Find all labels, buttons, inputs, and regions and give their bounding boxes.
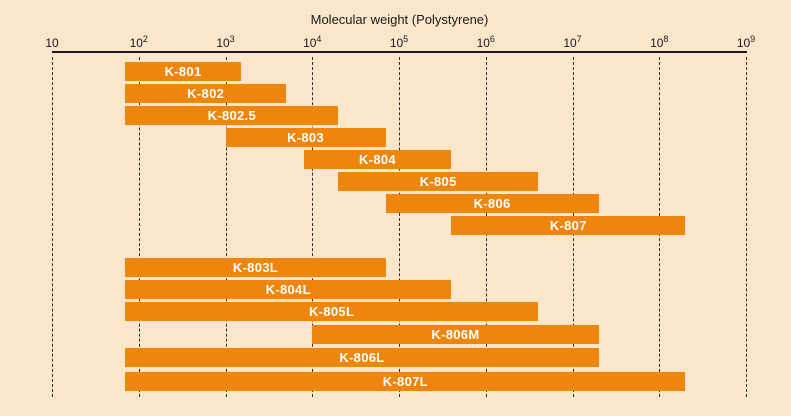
- gridline-1e3: [225, 57, 227, 397]
- x-tick-label-1e2: 102: [129, 34, 148, 51]
- bar-label-k-801: K-801: [164, 64, 202, 79]
- x-tick-label-1e3: 103: [216, 34, 235, 51]
- bar-label-k-807: K-807: [549, 218, 587, 233]
- bar-label-k-802: K-802: [187, 86, 225, 101]
- bar-k-803: K-803: [225, 128, 386, 147]
- bar-label-k-803l: K-803L: [232, 260, 278, 275]
- gridline-1e5: [399, 57, 400, 397]
- gridline-1e2: [138, 57, 140, 397]
- bar-label-k-804: K-804: [359, 152, 396, 167]
- bar-label-k-802.5: K-802.5: [207, 108, 256, 123]
- bar-label-k-805: K-805: [419, 174, 457, 189]
- bar-label-k-806l: K-806L: [339, 350, 385, 365]
- bar-k-805: K-805: [338, 172, 538, 191]
- bar-k-804l: K-804L: [125, 280, 452, 299]
- x-tick-label-1e1: 10: [45, 36, 59, 50]
- chart-title: Molecular weight (Polystyrene): [310, 12, 489, 27]
- x-tick-label-1e6: 106: [476, 34, 495, 51]
- bar-k-804: K-804: [303, 150, 452, 169]
- gridline-1e4: [312, 57, 314, 397]
- bar-k-807l: K-807L: [125, 372, 686, 391]
- bar-k-801: K-801: [125, 62, 241, 81]
- x-tick-label-1e5: 105: [389, 34, 409, 51]
- bar-k-802: K-802: [125, 84, 287, 103]
- x-tick-label-1e9: 109: [736, 34, 756, 51]
- x-tick-label-1e8: 108: [650, 34, 669, 51]
- bar-label-k-805l: K-805L: [309, 304, 355, 319]
- gridline-1e1: [52, 57, 53, 397]
- bar-k-803l: K-803L: [125, 258, 386, 277]
- bar-label-k-806: K-806: [473, 196, 511, 211]
- x-axis-line: [52, 51, 747, 53]
- gridline-1e9: [746, 57, 747, 397]
- bar-label-k-807l: K-807L: [382, 374, 428, 389]
- bar-label-k-804l: K-804L: [265, 282, 311, 297]
- bar-k-806: K-806: [385, 194, 599, 213]
- x-tick-label-1e4: 104: [303, 34, 322, 51]
- bar-k-806m: K-806M: [312, 325, 599, 344]
- x-tick-label-1e7: 107: [563, 34, 582, 51]
- bar-k-805l: K-805L: [125, 302, 538, 321]
- bar-label-k-803: K-803: [287, 130, 324, 145]
- bar-k-807: K-807: [451, 216, 686, 235]
- bar-label-k-806m: K-806M: [431, 327, 480, 342]
- bar-k-802.5: K-802.5: [125, 106, 339, 125]
- bar-k-806l: K-806L: [125, 348, 599, 367]
